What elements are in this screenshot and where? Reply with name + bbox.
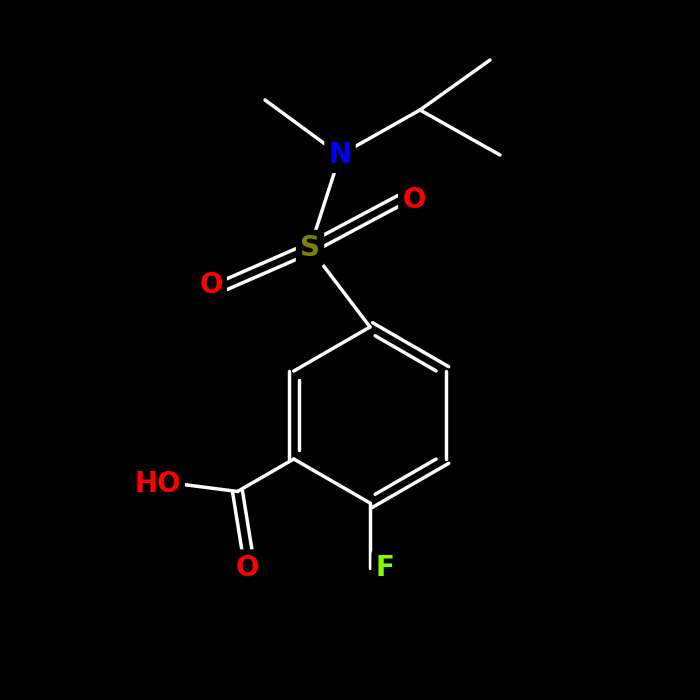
Text: F: F: [376, 554, 394, 582]
Text: N: N: [328, 141, 351, 169]
Text: O: O: [199, 271, 223, 299]
Text: HO: HO: [134, 470, 181, 498]
Text: S: S: [300, 234, 320, 262]
Text: O: O: [236, 554, 259, 582]
Text: O: O: [402, 186, 426, 214]
